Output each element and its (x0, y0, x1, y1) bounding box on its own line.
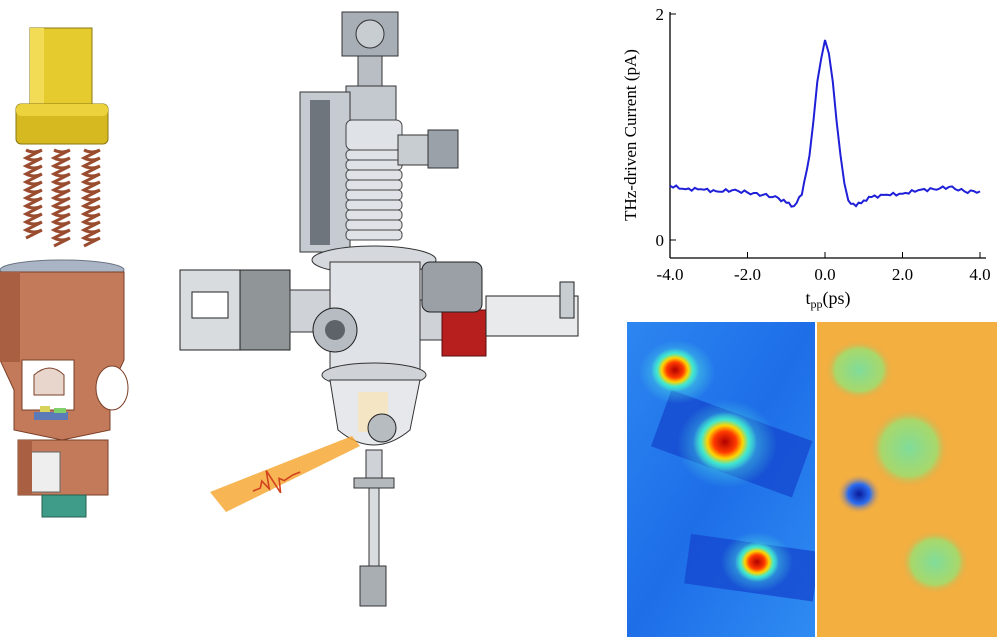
y-tick-label: 2 (656, 5, 665, 24)
stm-image-right (817, 322, 997, 637)
uhv-chamber-cad-rendering (179, 11, 579, 607)
thz-pulse-beam-icon (210, 436, 360, 512)
y-tick-label: 0 (656, 231, 665, 250)
x-tick-label: 0.0 (814, 265, 835, 284)
copper-side-hole (95, 365, 129, 411)
stm-head-cad-rendering (0, 27, 129, 518)
x-tick-label: -4.0 (657, 265, 684, 284)
red-box (441, 309, 487, 357)
x-tick-label: 2.0 (892, 265, 913, 284)
transfer-rod (368, 487, 380, 569)
current-trace-line (669, 39, 981, 208)
stm-image-left (627, 322, 820, 637)
thz-current-chart: -4.0 -2.0 0.0 2.0 4.0 0 2 THz-driven Current … (621, 5, 991, 311)
teal-connector (41, 494, 87, 518)
x-tick-label: -2.0 (734, 265, 761, 284)
x-tick-label: 4.0 (969, 265, 990, 284)
stm-topography-images (627, 322, 997, 637)
x-axis-label: tpp(ps) (805, 288, 850, 311)
y-axis-label: THz-driven Current (pA) (621, 49, 640, 221)
bellows (345, 119, 403, 241)
spring-suspension (22, 148, 101, 248)
